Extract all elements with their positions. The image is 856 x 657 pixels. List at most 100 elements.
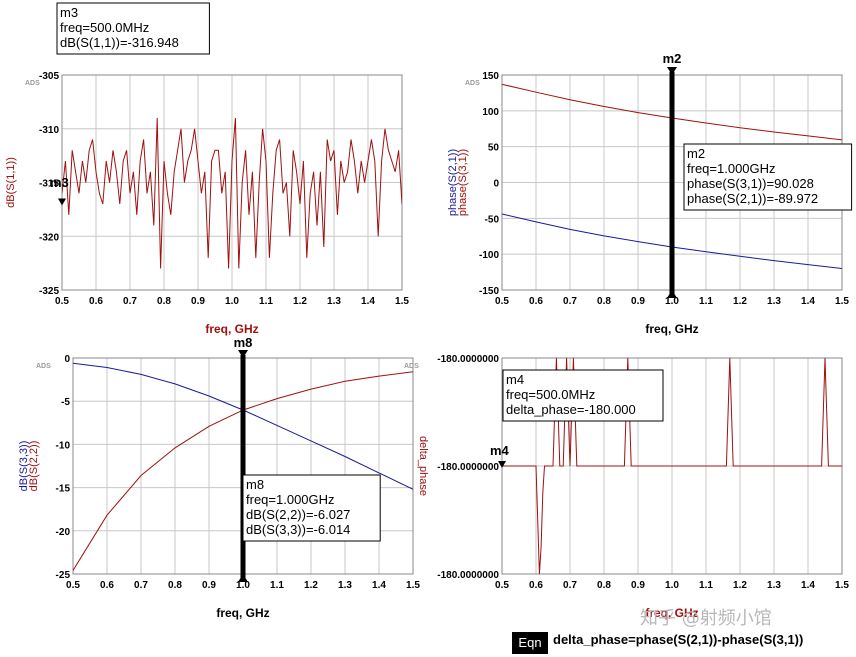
x-tick-label: 0.5 (495, 296, 509, 307)
x-tick-label: 0.8 (168, 580, 182, 591)
marker-readout-line: m2 (687, 146, 705, 161)
series-line-delta-phase (502, 358, 842, 574)
y-tick-label: 150 (482, 71, 499, 82)
y-axis-label: dB(S(1,1)) (5, 157, 17, 208)
y-tick-label: -310 (39, 125, 59, 136)
x-axis-label: freq, GHz (645, 606, 698, 620)
y-tick-label: -5 (61, 397, 70, 408)
y-tick-label: -325 (39, 286, 59, 297)
x-tick-label: 0.9 (631, 580, 645, 591)
x-tick-label: 1.4 (361, 296, 375, 307)
y-tick-label: -180.0000000 (437, 570, 499, 581)
marker-label: m3 (50, 175, 69, 190)
y-tick-label: 50 (488, 143, 500, 154)
x-tick-label: 0.7 (123, 296, 137, 307)
x-tick-label: 1.2 (733, 580, 747, 591)
series-line-db-s-1-1- (62, 117, 402, 269)
y-tick-label: -150 (479, 286, 499, 297)
marker-readout-line: m8 (246, 477, 264, 492)
y-tick-label: -20 (56, 527, 71, 538)
marker-readout-line: m4 (506, 372, 524, 387)
marker-readout-m2[interactable] (683, 143, 853, 211)
marker-readout-m8[interactable] (242, 474, 381, 542)
marker-readout-line: phase(S(2,1))=-89.972 (687, 191, 818, 206)
marker-readout-m3[interactable] (56, 2, 210, 55)
marker-triangle-icon[interactable] (238, 350, 248, 358)
x-tick-label: 0.8 (597, 580, 611, 591)
x-tick-label: 0.9 (202, 580, 216, 591)
marker-readout-line: dB(S(2,2))=-6.027 (246, 507, 350, 522)
x-tick-label: 1.1 (259, 296, 273, 307)
x-tick-label: 1.2 (304, 580, 318, 591)
marker-label: m2 (663, 51, 682, 66)
x-tick-label: 0.7 (134, 580, 148, 591)
x-tick-label: 0.7 (563, 580, 577, 591)
marker-label: m8 (234, 335, 253, 350)
x-tick-label: 1.3 (338, 580, 352, 591)
marker-readout-line: dB(S(3,3))=-6.014 (246, 522, 350, 537)
y-tick-label: 0 (493, 179, 499, 190)
x-axis-label: freq, GHz (645, 322, 698, 336)
x-tick-label: 0.5 (495, 580, 509, 591)
x-axis-label: freq, GHz (216, 606, 269, 620)
x-tick-label: 1.3 (327, 296, 341, 307)
ads-tag: ADS (465, 80, 480, 87)
x-tick-label: 1.4 (801, 580, 815, 591)
right-axis-label: delta_phase (417, 436, 429, 496)
marker-triangle-icon[interactable] (238, 574, 248, 582)
y-tick-label: -10 (56, 440, 71, 451)
y-tick-label: -315 (39, 179, 59, 190)
x-tick-label: 1.5 (406, 580, 420, 591)
marker-label: m4 (490, 443, 510, 458)
marker-readout-line: freq=500.0MHz (60, 20, 149, 35)
y-tick-label: -180.0000000 (437, 354, 499, 365)
y-tick-label: -100 (479, 250, 499, 261)
eqn-button[interactable]: Eqn (512, 632, 548, 654)
x-tick-label: 0.5 (66, 580, 80, 591)
marker-triangle-icon[interactable] (498, 461, 506, 468)
x-tick-label: 1.0 (665, 580, 679, 591)
marker-readout-line: delta_phase=-180.000 (506, 402, 636, 417)
ads-tag: ADS (25, 80, 40, 87)
marker-readout-line: freq=1.000GHz (687, 161, 776, 176)
y-axis-label: dB(S(3,3)) (18, 441, 30, 492)
x-tick-label: 0.6 (529, 580, 543, 591)
y-tick-label: -320 (39, 232, 59, 243)
marker-triangle-icon[interactable] (58, 198, 66, 206)
x-tick-label: 1.1 (270, 580, 284, 591)
y-axis-label: phase(S(2,1)) (447, 149, 459, 216)
x-tick-label: 0.7 (563, 296, 577, 307)
marker-readout-m4[interactable] (502, 369, 664, 422)
marker-readout-line: freq=1.000GHz (246, 492, 335, 507)
x-tick-label: 1.1 (699, 296, 713, 307)
y-tick-label: -25 (56, 570, 71, 581)
x-tick-label: 1.4 (372, 580, 386, 591)
marker-triangle-icon[interactable] (667, 290, 677, 298)
x-tick-label: 0.9 (631, 296, 645, 307)
chart-p2: 0.5 0.6 0.7 0.8 0.9 1.0 1.1 1.2 1.3 1.4 1.5 -150 -10… (447, 51, 853, 336)
ads-tag-right: ADS (404, 363, 419, 370)
y-tick-label: -15 (56, 484, 71, 495)
marker-readout-line: phase(S(3,1))=90.028 (687, 176, 814, 191)
watermark: 知乎 @射频小馆 (640, 608, 772, 629)
x-tick-label: 1.2 (733, 296, 747, 307)
y-tick-label: -50 (485, 214, 500, 225)
x-tick-label: 1.4 (801, 296, 815, 307)
x-tick-label: 0.8 (597, 296, 611, 307)
x-tick-label: 1.3 (767, 580, 781, 591)
marker-readout-line: dB(S(1,1))=-316.948 (60, 35, 179, 50)
marker-triangle-icon[interactable] (667, 67, 677, 75)
x-tick-label: 0.6 (89, 296, 103, 307)
y-tick-label: -180.0000000 (437, 462, 499, 473)
y-axis-label-secondary: phase(S(3,1)) (457, 149, 469, 216)
y-tick-label: 100 (482, 107, 499, 118)
ads-tag: ADS (36, 363, 51, 370)
x-tick-label: 1.5 (835, 580, 849, 591)
x-tick-label: 0.6 (100, 580, 114, 591)
x-tick-label: 1.0 (665, 296, 679, 307)
equation-text[interactable]: delta_phase=phase(S(2,1))-phase(S(3,1)) (553, 632, 804, 647)
x-tick-label: 0.6 (529, 296, 543, 307)
chart-p3: 0.5 0.6 0.7 0.8 0.9 1.0 1.1 1.2 1.3 1.4 1.5 -25 -20 -… (18, 335, 429, 620)
chart-p4: 0.5 0.6 0.7 0.8 0.9 1.0 1.1 1.2 1.3 1.4 1.5 -180.00… (437, 354, 849, 620)
